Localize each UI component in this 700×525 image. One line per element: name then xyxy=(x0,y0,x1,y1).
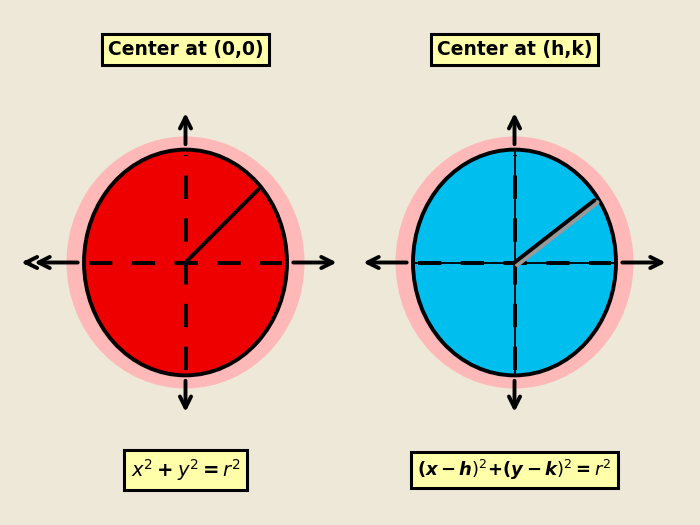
Text: Center at (h,k): Center at (h,k) xyxy=(437,40,592,59)
Text: $\boldsymbol{x^2 + y^2 = r^2}$: $\boldsymbol{x^2 + y^2 = r^2}$ xyxy=(131,457,240,483)
Ellipse shape xyxy=(66,136,304,388)
Text: Center at (0,0): Center at (0,0) xyxy=(108,40,263,59)
Ellipse shape xyxy=(413,150,616,375)
Text: $\boldsymbol{(x-h)^2}$$\boldsymbol{+(y-k)^2}$$\boldsymbol{= r^2}$: $\boldsymbol{(x-h)^2}$$\boldsymbol{+(y-k… xyxy=(417,458,612,482)
Ellipse shape xyxy=(84,150,287,375)
Ellipse shape xyxy=(395,136,634,388)
